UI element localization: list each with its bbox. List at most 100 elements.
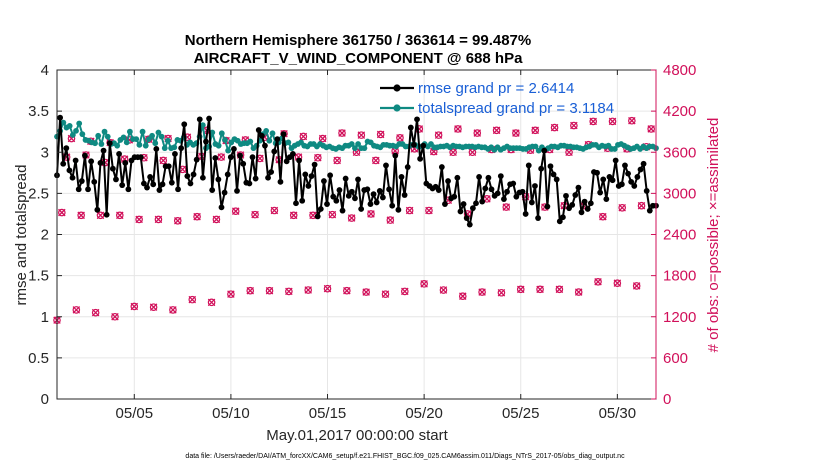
obs-possible-marker (72, 306, 81, 314)
obs-assimilated-marker (574, 288, 583, 296)
y-left-tick-label: 2 (41, 227, 49, 244)
rmse-point (389, 202, 396, 209)
rmse-point (302, 171, 309, 178)
obs-possible-marker (318, 134, 327, 143)
obs-point (555, 285, 564, 294)
rmse-point (612, 157, 619, 164)
obs-possible-marker (193, 212, 201, 221)
obs-point (289, 211, 298, 220)
spread-point (247, 138, 254, 145)
obs-assimilated-marker (516, 285, 525, 294)
obs-possible-marker (173, 216, 182, 225)
spread-point (136, 141, 143, 148)
rmse-point (603, 196, 610, 203)
rmse-point (280, 131, 287, 138)
rmse-point (72, 157, 79, 164)
obs-assimilated-marker (77, 211, 85, 220)
obs-assimilated-marker (323, 284, 332, 293)
rmse-point (355, 176, 361, 183)
rmse-point (255, 127, 262, 133)
rmse-point (60, 160, 67, 167)
rmse-point (159, 181, 166, 188)
obs-possible-marker (217, 153, 226, 161)
obs-assimilated-marker (304, 286, 312, 294)
rmse-point (178, 145, 185, 152)
obs-assimilated-marker (425, 206, 433, 215)
obs-assimilated-marker (628, 116, 636, 125)
spread-point (104, 133, 111, 140)
rmse-point (274, 136, 281, 142)
obs-assimilated-marker (512, 129, 520, 137)
obs-assimilated-marker (193, 212, 201, 221)
rmse-point (501, 196, 507, 203)
rmse-point (631, 183, 638, 189)
rmse-point (212, 155, 219, 161)
obs-possible-marker (594, 277, 602, 286)
obs-possible-marker (376, 130, 385, 139)
obs-assimilated-marker (589, 117, 597, 126)
rmse-point (218, 204, 225, 211)
rmse-point (116, 150, 122, 157)
rmse-point (147, 174, 154, 180)
obs-possible-marker (478, 288, 486, 296)
obs-point (328, 210, 337, 219)
rmse-point (383, 162, 389, 169)
obs-possible-marker (420, 280, 428, 288)
obs-point (458, 292, 467, 300)
rmse-point (476, 174, 482, 180)
rmse-point (646, 207, 653, 214)
obs-possible-marker (570, 121, 578, 130)
rmse-point (513, 193, 520, 200)
rmse-point (463, 215, 470, 221)
obs-assimilated-marker (289, 211, 298, 220)
obs-possible-marker (550, 123, 559, 132)
rmse-point (97, 160, 104, 166)
obs-assimilated-marker (550, 123, 559, 132)
obs-assimilated-marker (357, 131, 366, 139)
obs-assimilated-marker (333, 156, 341, 165)
obs-possible-marker (188, 295, 197, 304)
obs-possible-marker (333, 156, 341, 165)
obs-possible-marker (207, 298, 216, 307)
rmse-point (221, 189, 228, 196)
obs-assimilated-marker (149, 303, 158, 311)
spread-point (171, 144, 178, 151)
obs-point (362, 288, 370, 296)
rmse-point (321, 178, 327, 184)
rmse-point (345, 192, 352, 199)
legend: rmse grand pr = 2.6414 totalspread grand… (380, 80, 614, 117)
obs-possible-marker (149, 303, 158, 311)
obs-possible-marker (154, 215, 163, 224)
obs-point (381, 290, 390, 298)
spread-point (225, 147, 232, 154)
obs-possible-marker (227, 290, 235, 298)
rmse-point (445, 178, 451, 184)
obs-assimilated-marker (497, 289, 506, 297)
rmse-point (504, 188, 510, 195)
obs-point (516, 285, 525, 294)
rmse-point (181, 121, 188, 128)
obs-possible-marker (304, 286, 312, 294)
obs-point (502, 203, 511, 211)
rmse-point (184, 173, 191, 180)
rmse-point (510, 180, 517, 187)
obs-possible-marker (130, 302, 139, 311)
rmse-point (587, 200, 594, 207)
obs-point (425, 206, 433, 215)
obs-point (304, 286, 312, 294)
spread-point (98, 141, 105, 147)
x-axis-label: May.01,2017 00:00:00 start (266, 427, 448, 444)
obs-possible-marker (265, 286, 274, 295)
rmse-point (417, 155, 424, 162)
rmse-point (376, 188, 383, 194)
obs-assimilated-marker (154, 215, 163, 224)
rmse-point (488, 186, 495, 193)
obs-point (72, 306, 81, 314)
rmse-point (94, 206, 101, 213)
x-tick-label: 05/10 (212, 405, 250, 422)
obs-possible-marker (231, 207, 240, 215)
rmse-point (314, 213, 321, 220)
rmse-point (584, 206, 591, 212)
obs-assimilated-marker (299, 132, 308, 141)
spread-point (79, 131, 86, 138)
